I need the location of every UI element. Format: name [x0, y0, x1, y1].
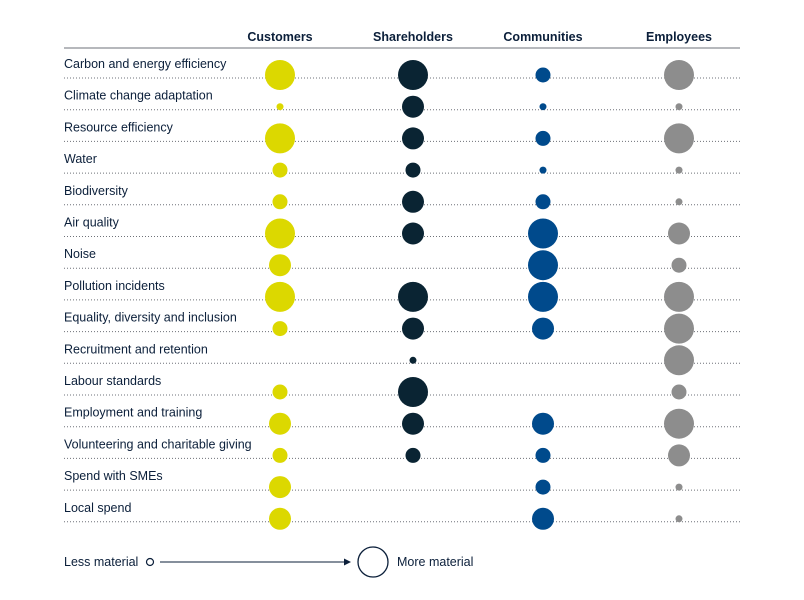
chart-row: Carbon and energy efficiency — [64, 57, 740, 90]
row-label: Air quality — [64, 216, 120, 230]
bubble-customers — [272, 194, 288, 210]
bubble-communities — [528, 250, 558, 281]
materiality-legend: Less material More material — [64, 546, 473, 578]
column-header-employees: Employees — [646, 30, 712, 44]
row-label: Pollution incidents — [64, 279, 165, 293]
chart-row: Biodiversity — [64, 184, 740, 213]
bubble-communities — [535, 194, 551, 210]
bubble-shareholders — [402, 317, 424, 340]
bubble-shareholders — [405, 447, 421, 463]
bubble-shareholders — [398, 281, 428, 312]
bubble-communities — [539, 166, 547, 174]
chart-row: Spend with SMEs — [64, 469, 740, 499]
chart-row: Recruitment and retention — [64, 342, 740, 376]
row-label: Recruitment and retention — [64, 342, 208, 356]
chart-row: Resource efficiency — [64, 120, 740, 154]
legend-more-label: More material — [397, 555, 473, 569]
column-header-communities: Communities — [503, 30, 582, 44]
chart-row: Volunteering and charitable giving — [64, 437, 740, 467]
bubble-customers — [269, 412, 291, 435]
chart-rows: Carbon and energy efficiency Climate chan… — [64, 57, 740, 530]
bubble-employees — [671, 384, 687, 400]
bubble-employees — [668, 444, 690, 467]
bubble-shareholders — [402, 190, 424, 213]
bubble-employees — [664, 313, 694, 344]
bubble-shareholders — [402, 127, 424, 150]
bubble-communities — [532, 317, 554, 340]
row-label: Climate change adaptation — [64, 89, 213, 103]
legend-arrow-head — [344, 558, 351, 566]
bubble-shareholders — [409, 356, 417, 364]
bubble-employees — [664, 60, 694, 90]
bubble-customers — [265, 281, 295, 312]
bubble-communities — [528, 218, 558, 249]
bubble-customers — [265, 123, 295, 154]
row-label: Spend with SMEs — [64, 469, 163, 483]
chart-row: Climate change adaptation — [64, 89, 740, 118]
bubble-customers — [269, 507, 291, 530]
chart-row: Local spend — [64, 501, 740, 530]
row-label: Carbon and energy efficiency — [64, 57, 227, 71]
bubble-customers — [272, 447, 288, 463]
bubble-customers — [265, 218, 295, 249]
bubble-employees — [664, 345, 694, 376]
bubble-shareholders — [402, 412, 424, 435]
bubble-employees — [664, 123, 694, 154]
row-label: Volunteering and charitable giving — [64, 437, 252, 451]
bubble-shareholders — [398, 377, 428, 407]
bubble-shareholders — [402, 222, 424, 245]
bubble-employees — [675, 166, 683, 174]
bubble-communities — [535, 67, 551, 83]
legend-small-circle — [145, 557, 155, 567]
bubble-communities — [535, 447, 551, 463]
row-label: Labour standards — [64, 374, 161, 388]
bubble-communities — [535, 479, 551, 495]
bubble-customers — [272, 321, 288, 337]
bubble-employees — [664, 281, 694, 312]
bubble-communities — [532, 412, 554, 435]
bubble-shareholders — [405, 162, 421, 178]
bubble-communities — [528, 281, 558, 312]
bubble-communities — [535, 130, 551, 146]
bubble-employees — [671, 257, 687, 273]
bubble-employees — [675, 483, 683, 491]
bubble-shareholders — [398, 60, 428, 90]
row-label: Employment and training — [64, 406, 202, 420]
column-header-shareholders: Shareholders — [373, 30, 453, 44]
bubble-customers — [269, 476, 291, 499]
bubble-customers — [276, 103, 284, 111]
row-label: Biodiversity — [64, 184, 129, 198]
bubble-customers — [269, 254, 291, 277]
chart-row: Pollution incidents — [64, 279, 740, 312]
bubble-employees — [675, 515, 683, 523]
bubble-communities — [532, 507, 554, 530]
bubble-employees — [668, 222, 690, 245]
bubble-customers — [265, 60, 295, 90]
row-label: Resource efficiency — [64, 120, 174, 134]
chart-row: Air quality — [64, 216, 740, 249]
column-header-customers: Customers — [247, 30, 312, 44]
chart-row: Water — [64, 152, 740, 178]
bubble-communities — [539, 103, 547, 111]
bubble-customers — [272, 162, 288, 178]
row-label: Local spend — [64, 501, 131, 515]
chart-row: Labour standards — [64, 374, 740, 407]
bubble-employees — [675, 198, 683, 206]
chart-row: Noise — [64, 247, 740, 281]
column-headers: Customers Shareholders Communities Employee… — [247, 30, 712, 44]
bubble-employees — [675, 103, 683, 111]
row-label: Water — [64, 152, 97, 166]
row-label: Noise — [64, 247, 96, 261]
bubble-shareholders — [402, 95, 424, 118]
chart-row: Equality, diversity and inclusion — [64, 311, 740, 344]
row-label: Equality, diversity and inclusion — [64, 311, 237, 325]
bubble-customers — [272, 384, 288, 400]
legend-less-label: Less material — [64, 555, 138, 569]
legend-large-circle — [357, 546, 389, 578]
bubble-employees — [664, 408, 694, 439]
chart-row: Employment and training — [64, 406, 740, 439]
